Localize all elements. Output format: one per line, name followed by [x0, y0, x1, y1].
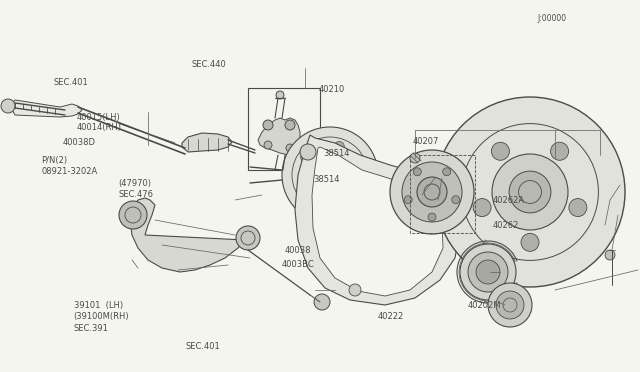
Text: 40202M: 40202M	[467, 301, 500, 310]
Circle shape	[605, 250, 615, 260]
Circle shape	[402, 162, 462, 222]
Circle shape	[312, 157, 348, 193]
Text: 40207: 40207	[413, 137, 439, 146]
Polygon shape	[182, 133, 232, 152]
Circle shape	[264, 141, 272, 149]
Circle shape	[282, 127, 378, 223]
Text: SEC.440: SEC.440	[192, 60, 227, 69]
Text: 39101  (LH): 39101 (LH)	[74, 301, 123, 310]
Circle shape	[404, 196, 412, 204]
Text: 40262A: 40262A	[493, 196, 525, 205]
Text: SEC.476: SEC.476	[118, 190, 154, 199]
Text: 40014(RH): 40014(RH)	[77, 123, 122, 132]
Circle shape	[300, 144, 316, 160]
Circle shape	[428, 213, 436, 221]
Circle shape	[119, 201, 147, 229]
Text: SEC.401: SEC.401	[53, 78, 88, 87]
Text: 40262: 40262	[493, 221, 519, 230]
Circle shape	[452, 196, 460, 204]
Polygon shape	[295, 135, 460, 305]
Circle shape	[492, 154, 568, 230]
Circle shape	[569, 199, 587, 217]
Circle shape	[417, 177, 447, 207]
Text: SEC.391: SEC.391	[74, 324, 108, 333]
Circle shape	[349, 284, 361, 296]
Circle shape	[285, 120, 295, 130]
Text: P/N(2): P/N(2)	[42, 156, 68, 165]
Circle shape	[410, 153, 420, 163]
Text: 38514: 38514	[314, 175, 340, 184]
Text: (47970): (47970)	[118, 179, 152, 188]
Text: 40038: 40038	[285, 246, 311, 254]
Text: 40222: 40222	[378, 312, 404, 321]
Text: 40038D: 40038D	[63, 138, 96, 147]
Text: 08921-3202A: 08921-3202A	[42, 167, 98, 176]
Circle shape	[1, 99, 15, 113]
Circle shape	[334, 199, 344, 209]
Circle shape	[301, 187, 311, 198]
Circle shape	[443, 168, 451, 176]
Circle shape	[276, 91, 284, 99]
Text: SEC.401: SEC.401	[186, 342, 220, 351]
Text: J:00000: J:00000	[538, 14, 567, 23]
Circle shape	[435, 97, 625, 287]
Text: 40210: 40210	[319, 85, 345, 94]
Text: 40015(LH): 40015(LH)	[77, 113, 120, 122]
Circle shape	[286, 144, 294, 152]
Circle shape	[334, 141, 344, 151]
Bar	[410, 155, 475, 233]
Circle shape	[468, 252, 508, 292]
Circle shape	[550, 142, 568, 160]
Polygon shape	[312, 147, 443, 296]
Circle shape	[509, 171, 551, 213]
Bar	[248, 88, 320, 170]
Text: 38514: 38514	[323, 149, 349, 158]
Circle shape	[521, 233, 539, 251]
Circle shape	[460, 244, 516, 300]
Circle shape	[476, 260, 500, 284]
Circle shape	[488, 283, 532, 327]
Circle shape	[314, 294, 330, 310]
Circle shape	[355, 170, 365, 180]
Circle shape	[236, 226, 260, 250]
Circle shape	[301, 153, 311, 162]
Circle shape	[496, 291, 524, 319]
Circle shape	[413, 168, 421, 176]
Text: 4003BC: 4003BC	[282, 260, 314, 269]
Circle shape	[473, 199, 491, 217]
Circle shape	[390, 150, 474, 234]
Circle shape	[492, 142, 509, 160]
Polygon shape	[10, 100, 82, 117]
Circle shape	[263, 120, 273, 130]
Polygon shape	[258, 118, 300, 155]
Text: (39100M(RH): (39100M(RH)	[74, 312, 129, 321]
Polygon shape	[130, 198, 245, 272]
